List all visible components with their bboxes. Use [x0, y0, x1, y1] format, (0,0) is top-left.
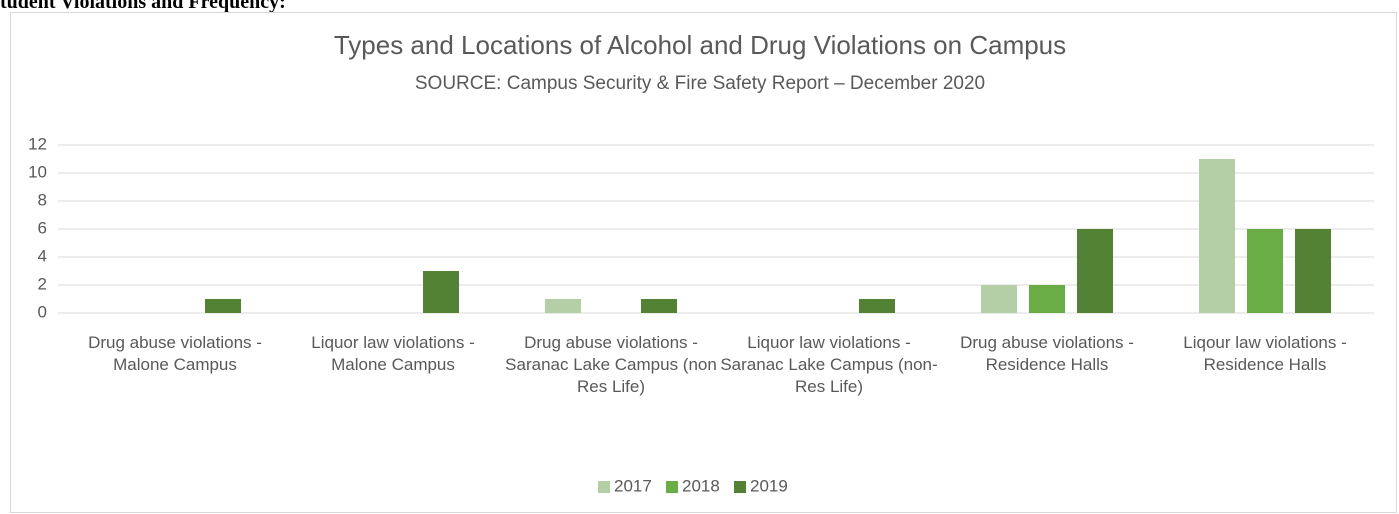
bar [641, 299, 677, 313]
legend-swatch [666, 481, 678, 493]
bar [981, 285, 1017, 313]
chart-subtitle: SOURCE: Campus Security & Fire Safety Re… [415, 73, 985, 94]
bar [1029, 285, 1065, 313]
y-tick-label: 6 [38, 218, 47, 237]
bar [1199, 159, 1235, 313]
bar [423, 271, 459, 313]
y-tick-label: 8 [38, 190, 47, 209]
bar [859, 299, 895, 313]
y-tick-label: 12 [28, 134, 47, 153]
legend-swatch [598, 481, 610, 493]
x-tick-label: Drug abuse violations - Saranac Lake Cam… [505, 333, 717, 396]
x-tick-label: Liquor law violations - Saranac Lake Cam… [720, 333, 938, 396]
y-tick-label: 10 [28, 162, 47, 181]
bar [545, 299, 581, 313]
legend-swatch [734, 481, 746, 493]
legend-label: 2018 [682, 476, 720, 495]
x-tick-label: Liqour law violations - Residence Halls [1183, 333, 1347, 374]
y-tick-label: 4 [38, 246, 47, 265]
heading: tudent Violations and Frequency: [0, 0, 286, 13]
legend-label: 2017 [614, 476, 652, 495]
legend-label: 2019 [750, 476, 788, 495]
bar [205, 299, 241, 313]
x-tick-label: Drug abuse violations - Malone Campus [88, 333, 262, 374]
x-tick-label: Liquor law violations - Malone Campus [311, 333, 475, 374]
x-tick-label: Drug abuse violations - Residence Halls [960, 333, 1134, 374]
y-tick-label: 2 [38, 274, 47, 293]
bar [1077, 229, 1113, 313]
y-tick-label: 0 [38, 302, 47, 321]
bar [1295, 229, 1331, 313]
chart-frame [10, 12, 1397, 513]
bar [1247, 229, 1283, 313]
chart-title: Types and Locations of Alcohol and Drug … [334, 30, 1066, 60]
